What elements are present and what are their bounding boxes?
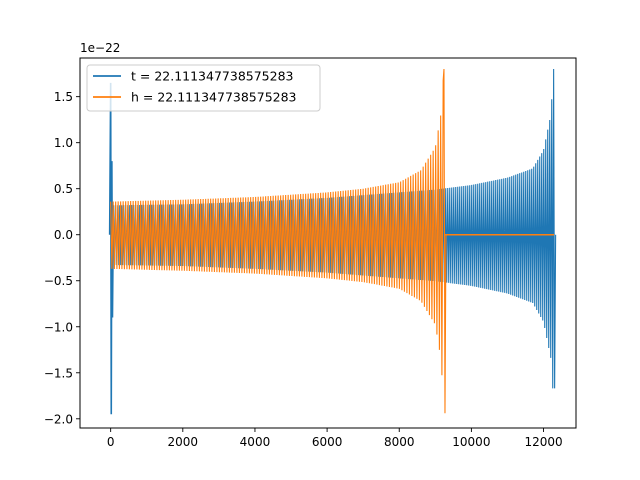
x-tick-label: 12000 [524,435,562,449]
y-tick-label: 1.0 [54,136,73,150]
x-tick-label: 4000 [240,435,271,449]
y-axis: −2.0 −1.5 −1.0 −0.5 0.0 0.5 1.0 1.5 [44,90,80,426]
y-tick-label: 0.5 [54,182,73,196]
y-axis-scale-label: 1e−22 [80,41,120,55]
y-tick-label: 1.5 [54,90,73,104]
x-tick-label: 0 [107,435,115,449]
x-tick-label: 8000 [384,435,415,449]
legend-label-series-h: h = 22.111347738575283 [131,90,297,105]
x-tick-label: 2000 [168,435,199,449]
legend: t = 22.111347738575283 h = 22.1113477385… [86,64,321,112]
series-h-line [110,69,447,414]
x-axis: 0 2000 4000 6000 8000 10000 12000 [107,428,563,449]
legend-label-series-t: t = 22.111347738575283 [131,69,294,84]
legend-box [86,64,321,112]
y-tick-label: 0.0 [54,228,73,242]
series-h [110,69,554,414]
y-tick-label: −1.0 [44,320,73,334]
x-tick-label: 10000 [452,435,490,449]
x-tick-label: 6000 [312,435,343,449]
axes-frame [79,57,577,429]
y-tick-label: −1.5 [44,366,73,380]
y-tick-label: −0.5 [44,274,73,288]
y-tick-label: −2.0 [44,412,73,426]
